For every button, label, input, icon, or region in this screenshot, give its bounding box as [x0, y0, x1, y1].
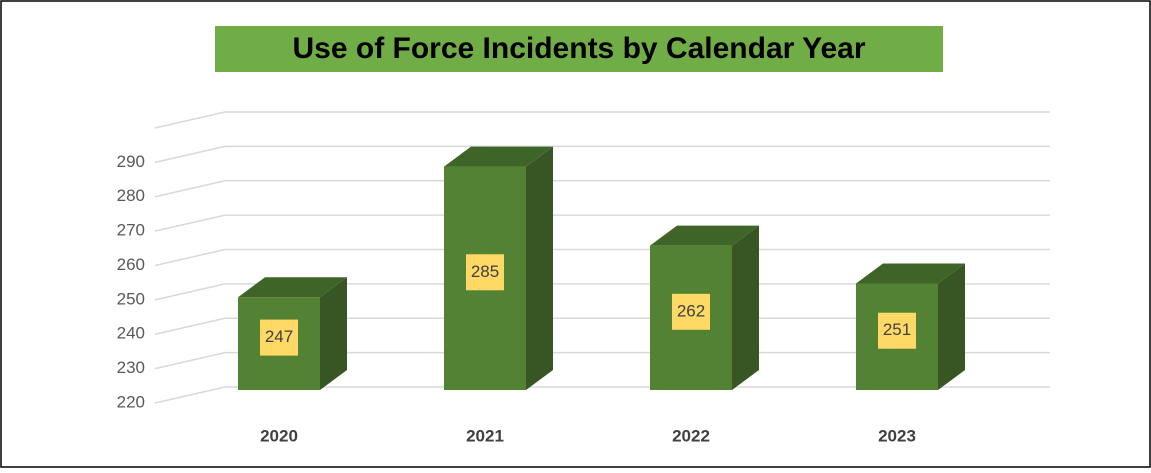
value-label-box — [672, 293, 710, 330]
value-label-box — [466, 254, 504, 291]
bar-top — [650, 225, 759, 246]
bar-top — [444, 146, 553, 167]
y-tick-label: 290 — [117, 152, 145, 171]
grid-line — [154, 214, 226, 232]
grid-line — [154, 145, 226, 164]
bar-side — [526, 146, 553, 390]
bar-side — [320, 277, 347, 390]
grid-line — [154, 317, 226, 335]
grid-line — [154, 283, 226, 301]
bar-side — [938, 263, 965, 390]
y-tick-label: 240 — [117, 324, 145, 343]
x-tick-label: 2022 — [672, 426, 710, 445]
wall-edge — [154, 111, 226, 129]
bar-top — [238, 277, 347, 298]
grid-line — [154, 351, 226, 370]
grid-line — [154, 386, 226, 404]
x-tick-label: 2020 — [260, 426, 298, 445]
x-tick-label: 2023 — [878, 426, 916, 445]
value-label: 247 — [265, 327, 293, 346]
value-label: 251 — [883, 320, 911, 339]
value-label-box — [260, 319, 298, 356]
y-tick-label: 220 — [117, 392, 145, 411]
title-background — [215, 26, 943, 72]
y-tick-label: 250 — [117, 289, 145, 308]
y-tick-label: 280 — [117, 186, 145, 205]
value-label-box — [878, 312, 916, 349]
y-tick-label: 270 — [117, 221, 145, 240]
bar-side — [732, 225, 759, 390]
x-tick-label: 2021 — [466, 426, 504, 445]
value-label: 262 — [677, 301, 705, 320]
bar-top — [856, 263, 965, 284]
chart-title: Use of Force Incidents by Calendar Year — [293, 32, 866, 65]
y-tick-label: 230 — [117, 358, 145, 377]
grid-line — [154, 248, 226, 267]
grid-line — [154, 180, 226, 198]
y-tick-label: 260 — [117, 255, 145, 274]
value-label: 285 — [471, 262, 499, 281]
